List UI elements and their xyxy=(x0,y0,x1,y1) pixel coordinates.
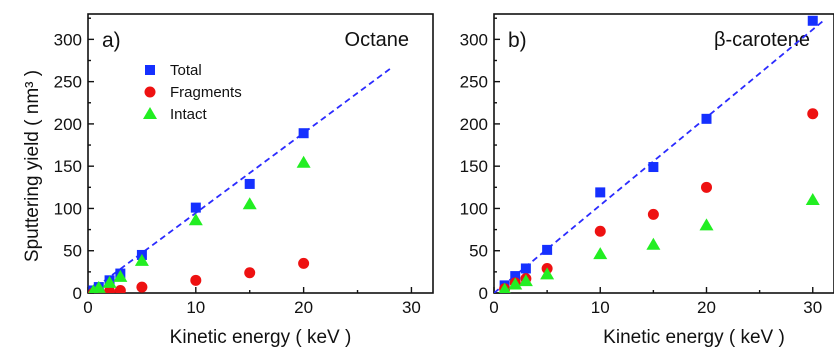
y-tick-label: 200 xyxy=(54,115,82,134)
legend: Total Fragments Intact xyxy=(143,62,242,123)
point-fragments xyxy=(136,281,148,293)
legend-label: Intact xyxy=(170,106,208,123)
panel-a: 0 50 100 150 200 250 300 0 10 20 30 Kinetic energy … xyxy=(54,13,434,348)
y-tick-label: 150 xyxy=(460,157,488,176)
point-intact xyxy=(113,269,128,282)
point-total xyxy=(542,244,553,255)
point-fragments xyxy=(647,208,659,220)
x-tick-label: 0 xyxy=(83,298,92,317)
y-tick-label: 0 xyxy=(479,284,488,303)
point-fragments xyxy=(701,181,712,193)
point-total xyxy=(190,202,201,213)
series-fragments xyxy=(499,108,819,293)
legend-marker-intact xyxy=(143,107,157,119)
y-tick-label: 150 xyxy=(54,157,82,176)
point-intact xyxy=(540,267,555,280)
series-intact xyxy=(498,193,820,293)
point-intact xyxy=(188,213,203,226)
y-tick-label: 250 xyxy=(460,73,488,92)
point-intact xyxy=(508,277,523,290)
point-intact xyxy=(296,155,311,168)
point-total xyxy=(807,15,818,26)
point-fragments xyxy=(190,274,202,286)
y-axis-label: Sputtering yield ( nm³ ) xyxy=(22,70,43,262)
x-axis-label: Kinetic energy ( keV ) xyxy=(603,327,785,348)
point-total xyxy=(648,162,659,173)
y-tick-label: 0 xyxy=(73,284,82,303)
fit-line xyxy=(88,68,391,293)
point-fragments xyxy=(594,225,606,237)
point-total xyxy=(244,178,255,189)
x-tick-label: 0 xyxy=(489,298,498,317)
y-tick-label: 300 xyxy=(54,30,82,49)
legend-marker-fragments xyxy=(144,86,156,98)
point-intact xyxy=(646,237,661,250)
x-tick-label: 10 xyxy=(591,298,610,317)
y-tick-label: 300 xyxy=(460,30,488,49)
point-intact xyxy=(102,275,117,288)
panel-title: β-carotene xyxy=(714,29,810,51)
y-tick-label: 200 xyxy=(460,115,488,134)
panel-b: 0 50 100 150 200 250 300 0 10 20 30 Kinetic energy … xyxy=(460,13,834,348)
point-intact xyxy=(699,218,714,231)
x-tick-label: 20 xyxy=(697,298,716,317)
legend-label: Total xyxy=(170,62,202,79)
point-total xyxy=(510,271,521,282)
plot-area xyxy=(494,15,824,293)
y-tick-label: 50 xyxy=(469,242,488,261)
point-total xyxy=(701,113,712,124)
point-total xyxy=(520,263,531,274)
legend-label: Fragments xyxy=(170,84,242,101)
point-intact xyxy=(242,197,257,210)
point-total xyxy=(298,128,309,139)
x-axis-label: Kinetic energy ( keV ) xyxy=(170,327,352,348)
x-tick-label: 10 xyxy=(186,298,205,317)
y-tick-label: 250 xyxy=(54,73,82,92)
point-fragments xyxy=(114,284,126,293)
x-tick-label: 30 xyxy=(803,298,822,317)
plot-area xyxy=(88,68,391,293)
y-tick-label: 50 xyxy=(63,242,82,261)
point-intact xyxy=(518,274,533,287)
point-total xyxy=(595,187,606,198)
x-tick-label: 30 xyxy=(402,298,421,317)
point-intact xyxy=(91,280,106,293)
plot-frame xyxy=(493,13,834,294)
point-intact xyxy=(498,282,511,293)
point-fragments xyxy=(298,257,310,269)
point-fragments xyxy=(807,108,819,120)
plot-frame xyxy=(87,13,434,294)
y-tick-label: 100 xyxy=(54,199,82,218)
series-intact xyxy=(88,155,311,293)
point-intact xyxy=(593,247,608,260)
y-tick-label: 100 xyxy=(460,199,488,218)
point-intact xyxy=(805,193,820,205)
point-fragments xyxy=(244,267,256,279)
panel-title: Octane xyxy=(345,29,409,51)
legend-marker-total xyxy=(145,65,155,75)
panel-letter: b) xyxy=(508,29,527,52)
point-intact xyxy=(134,253,149,266)
x-tick-label: 20 xyxy=(294,298,313,317)
panel-letter: a) xyxy=(102,29,121,52)
